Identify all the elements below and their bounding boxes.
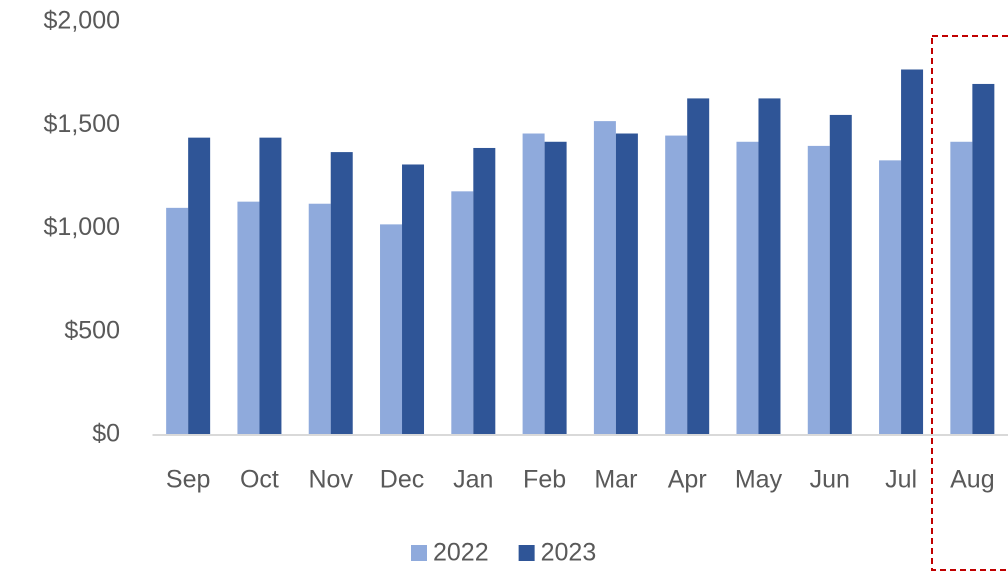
- bar: [522, 133, 545, 435]
- bar: [402, 164, 425, 436]
- x-tick-label: Sep: [166, 466, 210, 494]
- bar: [188, 137, 211, 435]
- bar: [829, 114, 852, 436]
- y-tick-label: $0: [92, 420, 120, 448]
- bar: [237, 201, 260, 435]
- bar: [473, 147, 496, 435]
- x-tick-label: Apr: [668, 466, 707, 494]
- x-tick-label: Jul: [885, 466, 917, 494]
- legend-label: 2022: [433, 539, 489, 567]
- bar: [972, 83, 995, 435]
- x-tick-label: Oct: [240, 466, 279, 494]
- legend-label: 2023: [541, 539, 597, 567]
- bar: [950, 141, 973, 435]
- bar: [758, 98, 781, 435]
- x-tick-label: Aug: [950, 466, 994, 494]
- x-tick-label: May: [735, 466, 783, 494]
- bar: [380, 224, 403, 435]
- bar: [166, 207, 189, 435]
- x-tick-label: Dec: [380, 466, 424, 494]
- bar: [615, 133, 638, 435]
- bar: [665, 135, 688, 435]
- x-tick-label: Nov: [308, 466, 353, 494]
- legend-swatch: [411, 545, 427, 561]
- x-tick-label: Jun: [810, 466, 850, 494]
- bar: [330, 152, 353, 435]
- bar: [308, 203, 331, 435]
- x-tick-label: Jan: [453, 466, 493, 494]
- bar: [879, 160, 902, 436]
- bar: [736, 141, 759, 435]
- bar: [807, 145, 830, 435]
- y-tick-label: $500: [64, 316, 120, 344]
- y-tick-label: $1,000: [44, 213, 120, 241]
- bar: [687, 98, 710, 435]
- bar: [593, 121, 616, 436]
- legend-swatch: [518, 545, 535, 561]
- x-tick-label: Mar: [594, 466, 637, 494]
- bar: [259, 137, 282, 435]
- x-tick-label: Feb: [523, 466, 566, 494]
- y-tick-label: $1,500: [44, 110, 120, 138]
- bar: [901, 69, 924, 436]
- bar: [544, 141, 567, 435]
- bar: [451, 191, 474, 435]
- highlight-box: [931, 35, 1008, 571]
- y-tick-label: $2,000: [44, 7, 120, 35]
